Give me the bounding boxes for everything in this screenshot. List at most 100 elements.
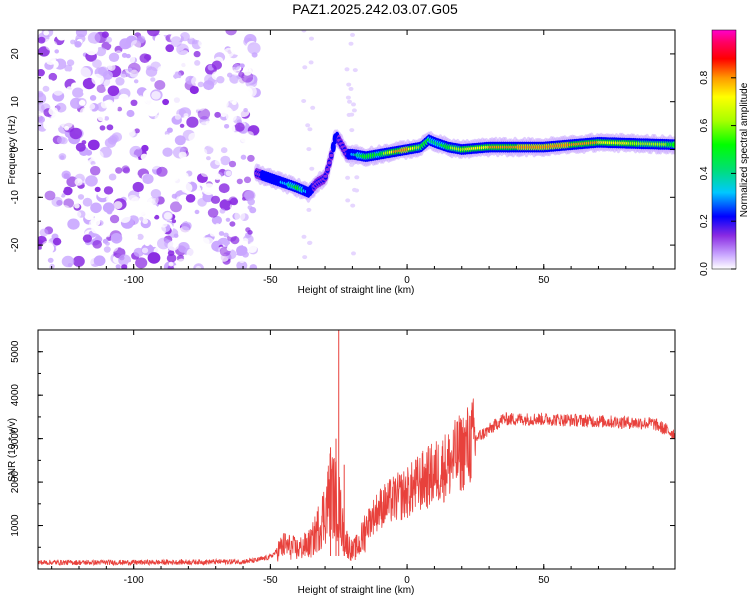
noise-speckle [230,236,240,245]
noise-speckle [103,246,111,253]
noise-speckle [345,95,351,100]
noise-speckle [247,154,255,162]
noise-speckle [197,108,211,120]
noise-speckle [69,127,83,140]
noise-speckle [213,134,219,140]
noise-speckle [154,80,166,90]
noise-speckle [118,173,131,185]
noise-speckle [90,202,102,214]
noise-speckle [216,37,222,43]
noise-speckle [75,142,86,152]
noise-speckle [229,150,243,162]
noise-speckle [244,190,256,201]
colorbar-gradient [711,29,737,270]
noise-speckle [177,242,190,253]
snr-frame [37,329,676,570]
noise-speckle [50,209,57,215]
noise-speckle [173,77,184,87]
noise-speckle [186,248,199,259]
noise-speckle [306,207,312,212]
noise-speckle [198,121,211,132]
noise-speckle [52,237,62,246]
noise-speckle [48,106,58,116]
noise-speckle [60,117,74,129]
noise-speckle [115,264,121,269]
noise-speckle [48,72,58,81]
noise-speckle [130,167,138,174]
snr-series-line [38,398,675,567]
noise-speckle [82,234,92,243]
noise-speckle [105,196,113,202]
noise-speckle [88,103,96,110]
noise-speckle [189,104,195,109]
ridge-core [331,145,336,149]
noise-speckle [107,85,120,97]
noise-speckle [129,69,139,78]
noise-speckle [195,266,202,269]
noise-speckle [247,205,253,210]
snr-content [38,330,675,567]
noise-speckle [138,191,146,198]
noise-speckle [71,243,83,254]
x-tick-label: -50 [263,575,278,586]
noise-speckle [247,244,257,254]
noise-speckle [51,196,63,207]
noise-speckle [85,256,91,261]
noise-speckle [348,41,354,46]
noise-speckle [207,258,215,265]
noise-speckle [209,138,221,149]
noise-speckle [66,86,73,92]
noise-speckle [96,84,107,93]
noise-speckle [113,201,123,210]
noise-speckle [163,212,173,220]
noise-speckle [109,214,120,224]
noise-speckle [193,50,201,58]
noise-speckle [164,134,170,139]
noise-speckle [166,253,177,263]
colorbar-tick-label: 0.8 [699,70,710,84]
noise-speckle [115,167,123,174]
noise-speckle [59,155,65,160]
noise-speckle [155,44,163,52]
noise-speckle [245,227,251,233]
ridge-core [671,143,675,147]
noise-speckle [89,95,97,101]
noise-speckle [243,143,255,154]
noise-speckle [180,182,193,194]
noise-speckle [236,178,243,185]
noise-speckle [92,59,102,69]
noise-speckle [176,258,187,268]
noise-speckle [74,211,82,218]
noise-speckle [116,156,122,162]
noise-speckle [308,60,314,65]
noise-speckle [121,52,128,58]
noise-speckle [167,240,179,251]
noise-speckle [74,203,80,209]
noise-speckle [77,158,91,171]
noise-speckle [84,211,95,221]
noise-speckle [119,212,131,223]
noise-speckle [181,172,189,180]
noise-speckle [79,106,93,119]
noise-speckle [76,233,82,238]
noise-speckle [246,54,253,61]
noise-speckle [186,235,192,241]
noise-speckle [150,262,158,269]
noise-speckle [120,71,128,78]
noise-speckle [128,92,140,102]
spectrogram-xlabel: Height of straight line (km) [298,285,415,296]
noise-speckle [41,240,54,252]
noise-speckle [186,216,194,223]
noise-speckle [127,261,134,268]
noise-speckle [64,64,73,73]
noise-speckle [196,137,202,143]
noise-speckle [141,247,149,254]
noise-speckle [106,124,114,131]
noise-speckle [204,228,211,234]
noise-speckle [99,211,108,220]
noise-speckle [136,114,142,119]
y-tick-label: -20 [10,237,21,252]
noise-speckle [45,55,56,65]
noise-speckle [128,215,139,226]
